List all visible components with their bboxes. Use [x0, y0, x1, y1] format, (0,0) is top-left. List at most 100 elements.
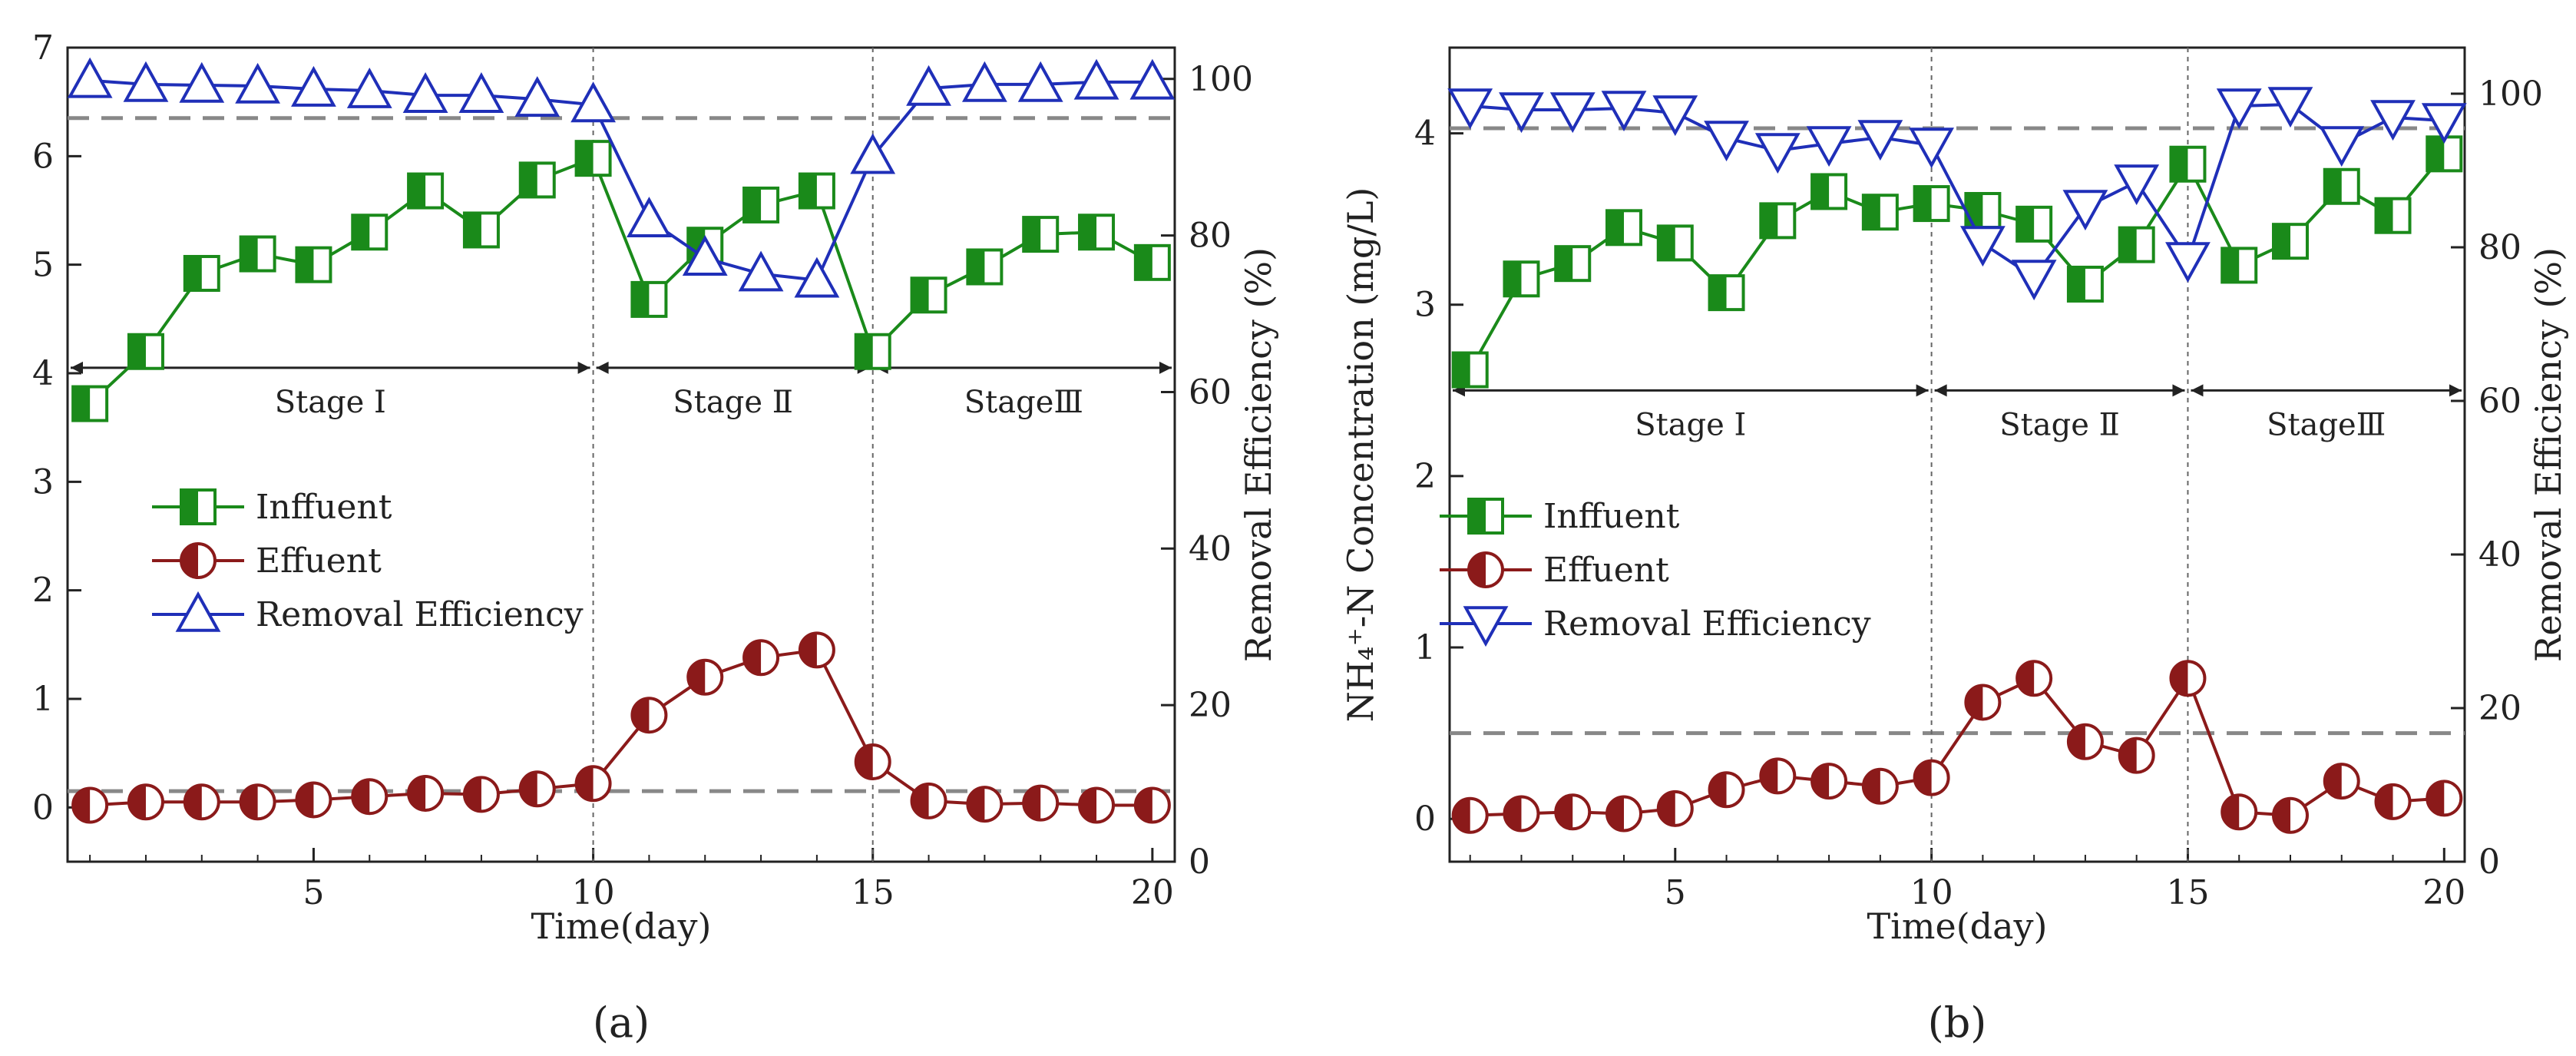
stage-label: StageⅢ — [964, 385, 1083, 420]
marker-triangle — [2370, 100, 2416, 141]
marker-square-fill — [1709, 276, 1727, 310]
marker-square-fill — [1914, 187, 1932, 221]
marker-square-fill — [2171, 147, 2188, 181]
legend-label: Inffuent — [256, 488, 392, 527]
legend-entry: Removal Efficiency — [1440, 604, 1871, 647]
y-right-tick-label: 20 — [1189, 686, 1232, 725]
data-point — [627, 197, 672, 238]
data-point — [854, 333, 891, 370]
data-point — [686, 658, 724, 696]
marker-square-fill — [911, 278, 929, 313]
data-point — [2271, 796, 2309, 834]
stage-label: Stage Ⅰ — [275, 385, 386, 420]
marker-square-fill — [1556, 247, 1573, 281]
series-line — [90, 648, 1152, 807]
stage-arrowhead-left — [596, 361, 609, 374]
marker-triangle — [1909, 127, 1955, 169]
x-tick-label: 10 — [572, 873, 615, 912]
data-point — [2426, 135, 2463, 173]
marker-triangle — [738, 250, 784, 292]
data-point — [123, 61, 169, 102]
data-point — [2370, 100, 2416, 141]
marker-triangle — [175, 591, 221, 632]
marker-triangle — [682, 235, 728, 276]
marker-square-fill — [1607, 210, 1625, 245]
marker-square-fill — [1812, 174, 1830, 209]
marker-triangle — [402, 72, 448, 113]
marker-square-fill — [1658, 226, 1675, 260]
data-point — [407, 774, 445, 812]
y-left-tick-label: 5 — [32, 246, 54, 285]
marker-circle-fill — [184, 785, 202, 819]
data-point — [1073, 58, 1119, 100]
data-point — [1451, 351, 1489, 389]
data-point — [2066, 265, 2104, 303]
marker-triangle — [1806, 126, 1852, 167]
data-point — [2374, 783, 2412, 820]
marker-triangle — [1857, 120, 1903, 161]
data-point — [407, 172, 445, 210]
data-point — [1129, 58, 1176, 100]
marker-square-fill — [855, 334, 873, 369]
data-point — [2114, 164, 2160, 206]
data-point — [854, 743, 891, 780]
marker-circle-fill — [2017, 661, 2035, 696]
data-point — [71, 385, 109, 422]
data-point — [127, 783, 164, 821]
marker-circle-fill — [744, 641, 762, 675]
marker-triangle — [2267, 87, 2313, 128]
data-point — [295, 781, 332, 819]
x-tick-label: 10 — [1910, 873, 1953, 912]
y-right-axis-label: Removal Efficiency (%) — [2528, 247, 2569, 662]
plot-frame — [1448, 46, 2466, 863]
data-point — [1554, 245, 1592, 283]
data-point — [574, 765, 612, 803]
data-point — [966, 248, 1004, 286]
series-line — [1470, 674, 2445, 817]
data-point — [2323, 167, 2360, 205]
data-point — [574, 140, 612, 177]
data-point — [910, 782, 947, 819]
data-point — [2374, 197, 2412, 234]
y-left-tick-label: 2 — [32, 571, 54, 611]
data-point — [1605, 209, 1643, 247]
marker-square-fill — [2376, 198, 2393, 233]
marker-circle-fill — [688, 660, 706, 694]
marker-circle-fill — [464, 777, 481, 812]
marker-circle-fill — [2222, 795, 2240, 829]
marker-square-fill — [1453, 353, 1470, 387]
data-point — [1708, 274, 1745, 312]
stage-label: StageⅢ — [2267, 407, 2386, 442]
marker-square-fill — [799, 174, 817, 208]
marker-triangle — [2216, 88, 2262, 130]
plot-frame — [66, 46, 1176, 863]
data-point — [2221, 247, 2258, 284]
legend-marker — [1463, 606, 1509, 647]
data-point — [630, 697, 668, 734]
data-point — [2267, 87, 2313, 128]
data-point — [179, 61, 225, 103]
data-point — [2426, 780, 2463, 817]
marker-square-fill — [408, 174, 426, 208]
marker-triangle — [514, 76, 561, 118]
marker-circle-fill — [1914, 760, 1932, 795]
data-point — [1857, 120, 1903, 161]
data-point — [1861, 194, 1899, 231]
marker-circle-fill — [2119, 738, 2137, 773]
data-point — [1810, 173, 1848, 210]
marker-triangle — [1704, 121, 1749, 162]
data-point — [1022, 216, 1060, 253]
data-point — [2015, 660, 2053, 697]
stage-arrowhead-right — [2449, 384, 2462, 397]
marker-circle-fill — [1080, 788, 1097, 823]
marker-circle-fill — [520, 772, 537, 806]
marker-triangle — [458, 72, 504, 113]
marker-square-fill — [296, 247, 314, 282]
data-point — [2421, 103, 2467, 144]
data-point — [351, 214, 389, 251]
y-left-tick-label: 3 — [32, 462, 54, 502]
y-right-tick-label: 40 — [1189, 529, 1232, 568]
marker-square-fill — [1135, 245, 1152, 280]
legend-entry: Inffuent — [152, 488, 392, 527]
